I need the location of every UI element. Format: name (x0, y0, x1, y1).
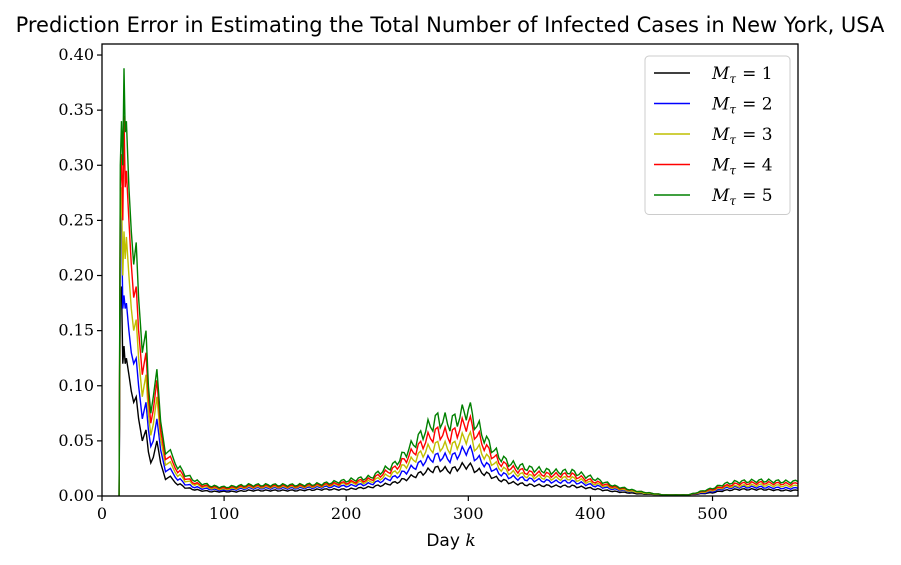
legend-label: Mτ = 1 (711, 64, 773, 86)
y-tick-label: 0.30 (58, 155, 94, 174)
x-axis-label: Day k (426, 531, 475, 551)
y-tick-label: 0.10 (58, 376, 94, 395)
x-tick-label: 0 (97, 504, 107, 523)
x-tick-label: 200 (331, 504, 362, 523)
series-line-2 (118, 214, 799, 497)
legend: Mτ = 1 Mτ = 2 Mτ = 3 Mτ = 4 Mτ = 5 (644, 55, 791, 215)
legend-label: Mτ = 2 (711, 95, 773, 117)
legend-box (644, 55, 791, 215)
plot-frame (101, 43, 799, 497)
x-tick-label: 400 (575, 504, 606, 523)
y-tick-label: 0.35 (58, 100, 94, 119)
y-axis-ticks: 0.00 0.05 0.10 0.15 0.20 0.25 0.30 0.35 0.40 (58, 45, 102, 505)
y-tick-label: 0.20 (58, 266, 94, 285)
legend-label: Mτ = 3 (711, 125, 773, 147)
x-axis-ticks: 0 100 200 300 400 500 (97, 496, 728, 523)
x-tick-label: 300 (453, 504, 484, 523)
x-axis-label-prefix: Day (426, 531, 460, 551)
y-tick-label: 0.00 (58, 486, 94, 505)
series-lines (118, 68, 799, 497)
x-tick-label: 100 (209, 504, 240, 523)
x-axis-label-var: k (465, 531, 475, 551)
x-tick-label: 500 (697, 504, 728, 523)
chart-title: Prediction Error in Estimating the Total… (16, 13, 885, 37)
series-line-1 (118, 286, 799, 497)
y-tick-label: 0.15 (58, 321, 94, 340)
y-tick-label: 0.05 (58, 431, 94, 450)
series-line-3 (118, 187, 799, 497)
legend-label: Mτ = 4 (711, 156, 773, 178)
series-line-5 (118, 68, 799, 497)
legend-label: Mτ = 5 (711, 186, 773, 208)
y-tick-label: 0.25 (58, 210, 94, 229)
y-tick-label: 0.40 (58, 45, 94, 64)
